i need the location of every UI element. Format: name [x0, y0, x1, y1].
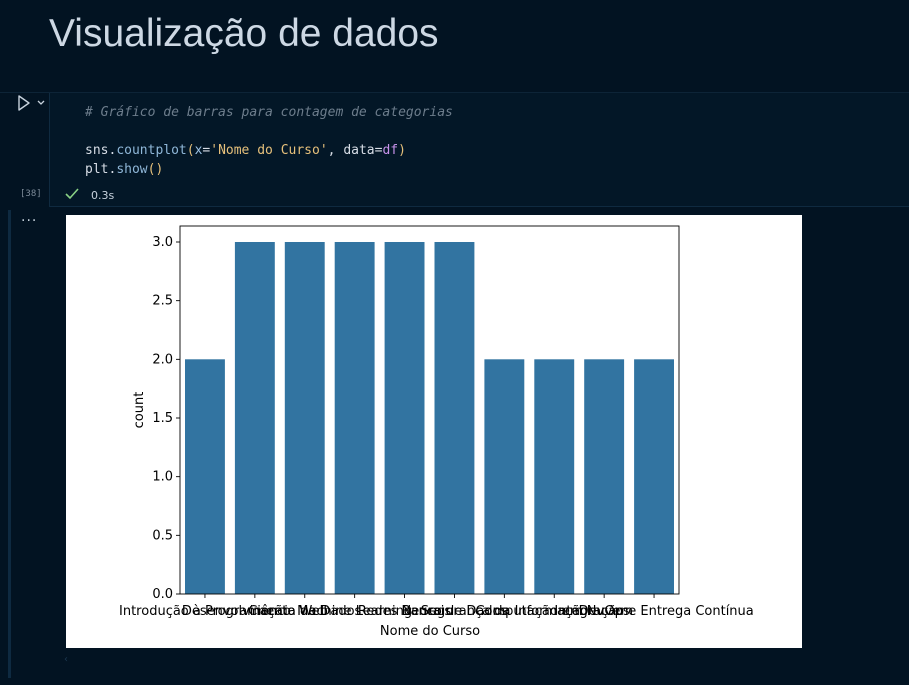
run-cell-icon[interactable]	[17, 95, 31, 111]
bar-2	[234, 242, 275, 594]
bar-5	[384, 242, 425, 594]
output-menu-icon[interactable]: ···	[21, 213, 38, 229]
bar-4	[334, 242, 375, 594]
bar-6	[434, 242, 475, 594]
code-comment: # Gráfico de barras para contagem de cat…	[85, 105, 453, 120]
code-line-countplot: sns.countplot(x='Nome do Curso', data=df…	[85, 143, 406, 158]
bar-8	[534, 359, 575, 594]
x-axis-label: Nome do Curso	[380, 624, 480, 639]
bar-9	[584, 359, 625, 594]
x-tick-label: Desenvolvimento Web	[182, 604, 328, 619]
execution-time: 0.3s	[91, 189, 115, 202]
y-tick-label: 3.0	[152, 235, 173, 250]
x-tick-label: Computação em Nuvem	[475, 604, 633, 619]
x-tick-label: Redes Neurais	[358, 604, 451, 619]
output-collapse-bar[interactable]	[8, 210, 11, 678]
x-tick-label: Introdução à Programação	[119, 604, 291, 619]
bar-1	[185, 359, 225, 594]
x-tick-label: Segurança da Informação	[421, 604, 588, 619]
y-tick-label: 2.5	[152, 294, 173, 309]
y-tick-label: 1.5	[152, 411, 173, 426]
bar-7	[484, 359, 525, 594]
x-tick-label: Ciência de Dados	[248, 604, 361, 619]
x-tick-label: DevOps	[579, 604, 630, 619]
axes-frame	[179, 225, 680, 595]
chevron-down-icon[interactable]	[36, 98, 46, 108]
x-tick-label: Integração e Entrega Contínua	[554, 604, 753, 619]
bar-chart: 0.0 0.5 1.0 1.5 2.0 2.5 3.0 Introdução à Progra…	[119, 225, 754, 639]
execution-count: [38]	[20, 189, 42, 199]
bar-10	[634, 359, 674, 594]
code-editor[interactable]: # Gráfico de barras para contagem de cat…	[49, 93, 909, 207]
y-tick-label: 0.5	[152, 528, 173, 543]
scroll-left-icon[interactable]: ‹	[64, 654, 68, 665]
y-axis-label: count	[132, 392, 147, 429]
cell-separator	[0, 92, 909, 93]
y-tick-label: 2.0	[152, 352, 173, 367]
y-tick-label: 1.0	[152, 470, 173, 485]
x-tick-label: Banco de Dados	[402, 604, 508, 619]
bar-3	[284, 242, 325, 594]
code-line-show: plt.show()	[85, 162, 164, 177]
checkmark-icon	[65, 188, 79, 200]
markdown-title: Visualização de dados	[49, 12, 439, 55]
y-tick-label: 0.0	[152, 587, 173, 602]
x-tick-label: Machine Learning	[297, 604, 412, 619]
